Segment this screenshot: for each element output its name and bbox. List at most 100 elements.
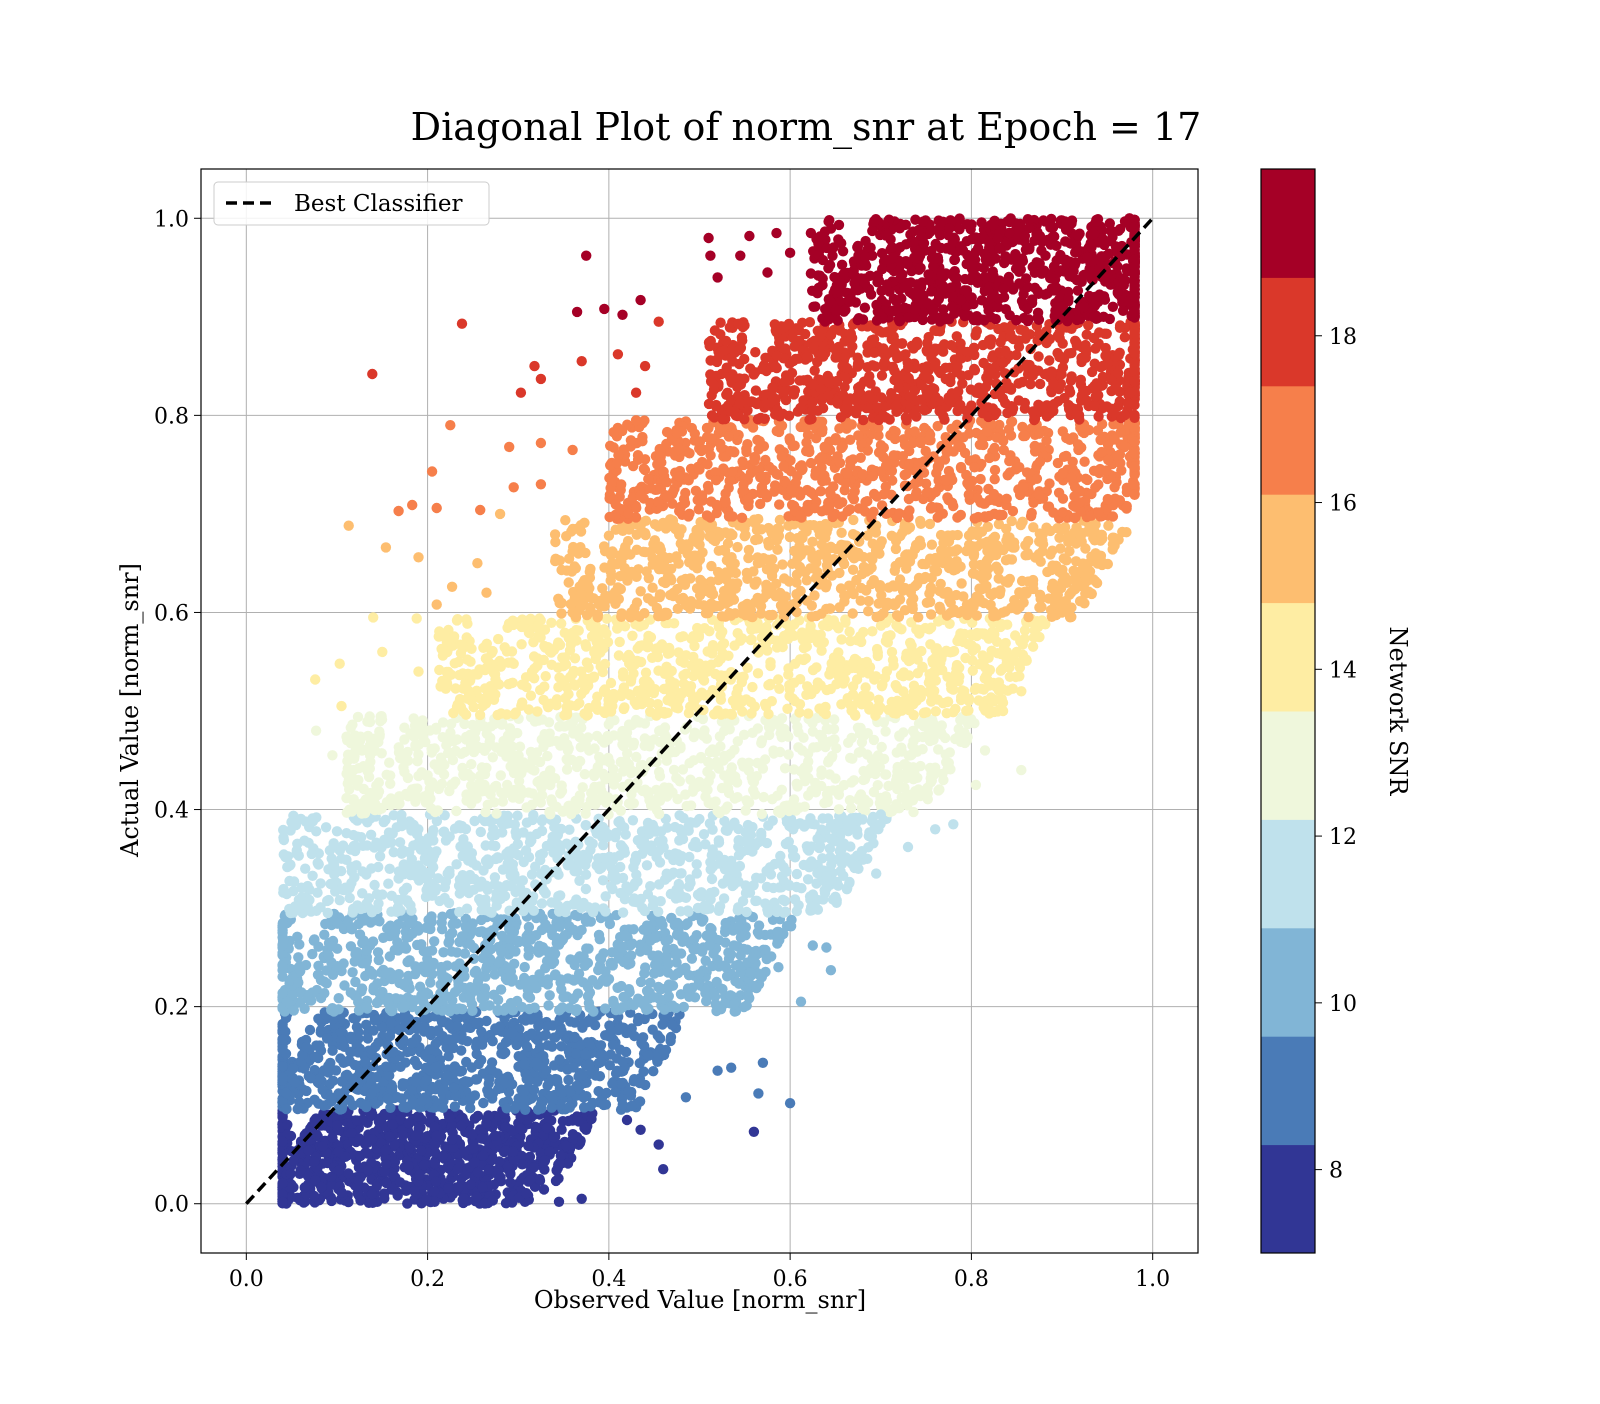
data-point xyxy=(762,954,772,964)
data-point xyxy=(595,756,605,766)
data-point xyxy=(444,1112,454,1122)
data-point xyxy=(908,807,918,817)
data-point xyxy=(834,804,844,814)
data-point xyxy=(580,769,590,779)
data-point xyxy=(410,995,420,1005)
data-point xyxy=(588,1006,598,1016)
data-point xyxy=(518,906,528,916)
data-point xyxy=(821,871,831,881)
data-point xyxy=(486,817,496,827)
data-point xyxy=(408,840,418,850)
data-point xyxy=(880,726,890,736)
data-point xyxy=(398,1130,408,1140)
data-point xyxy=(346,1128,356,1138)
data-point xyxy=(398,1078,408,1088)
data-point xyxy=(450,1033,460,1043)
data-point xyxy=(864,831,874,841)
data-point xyxy=(810,684,820,694)
data-point xyxy=(689,732,699,742)
data-point xyxy=(329,1006,339,1016)
data-point xyxy=(289,876,299,886)
data-point xyxy=(631,870,641,880)
data-point xyxy=(619,957,629,967)
data-point xyxy=(829,734,839,744)
data-point xyxy=(618,766,628,776)
data-point xyxy=(461,922,471,932)
data-point xyxy=(692,930,702,940)
data-point xyxy=(357,888,367,898)
data-point xyxy=(370,1083,380,1093)
data-point xyxy=(857,737,867,747)
data-point xyxy=(481,1118,491,1128)
data-point xyxy=(362,817,372,827)
data-point xyxy=(581,809,591,819)
data-point xyxy=(543,1000,553,1010)
data-point xyxy=(704,929,714,939)
data-point xyxy=(281,1088,291,1098)
data-point xyxy=(600,774,610,784)
data-point xyxy=(346,1034,356,1044)
data-point xyxy=(419,991,429,1001)
data-point xyxy=(476,915,486,925)
data-point xyxy=(741,888,751,898)
data-point xyxy=(736,932,746,942)
data-point xyxy=(483,800,493,810)
data-point xyxy=(386,907,396,917)
data-point xyxy=(315,878,325,888)
data-point xyxy=(484,956,494,966)
data-point xyxy=(869,735,879,745)
data-point xyxy=(480,769,490,779)
data-point xyxy=(781,866,791,876)
data-point xyxy=(397,815,407,825)
data-point xyxy=(627,631,637,641)
data-point xyxy=(476,895,486,905)
data-point xyxy=(322,978,332,988)
data-point xyxy=(312,888,322,898)
data-point xyxy=(768,745,778,755)
data-point xyxy=(581,884,591,894)
data-point xyxy=(386,1018,396,1028)
data-point xyxy=(484,1088,494,1098)
data-point xyxy=(465,939,475,949)
data-point xyxy=(408,824,418,834)
data-point xyxy=(380,968,390,978)
data-point xyxy=(523,950,533,960)
data-point xyxy=(482,742,492,752)
data-point xyxy=(362,1002,372,1012)
data-point xyxy=(586,788,596,798)
data-point xyxy=(462,1022,472,1032)
data-point xyxy=(541,671,551,681)
data-point xyxy=(516,639,526,649)
data-point xyxy=(421,1075,431,1085)
data-point xyxy=(845,795,855,805)
data-point xyxy=(334,1147,344,1157)
data-point xyxy=(438,1103,448,1113)
data-point xyxy=(663,959,673,969)
data-point xyxy=(612,983,622,993)
data-point xyxy=(281,1104,291,1114)
data-point xyxy=(723,947,733,957)
data-point xyxy=(467,858,477,868)
data-point xyxy=(296,1165,306,1175)
data-point xyxy=(327,1046,337,1056)
data-point xyxy=(523,1141,533,1151)
data-point xyxy=(384,827,394,837)
data-point xyxy=(1028,642,1038,652)
data-point xyxy=(803,763,813,773)
data-point xyxy=(496,946,506,956)
data-point xyxy=(399,1101,409,1111)
data-point xyxy=(476,827,486,837)
data-point xyxy=(506,998,516,1008)
data-point xyxy=(675,906,685,916)
data-point xyxy=(553,870,563,880)
data-point xyxy=(734,921,744,931)
data-point xyxy=(734,979,744,989)
data-point xyxy=(537,898,547,908)
data-point xyxy=(867,626,877,636)
data-point xyxy=(433,765,443,775)
data-point xyxy=(318,1141,328,1151)
data-point xyxy=(277,1197,287,1207)
data-point xyxy=(387,1119,397,1129)
data-point xyxy=(692,868,702,878)
data-point xyxy=(570,1032,580,1042)
